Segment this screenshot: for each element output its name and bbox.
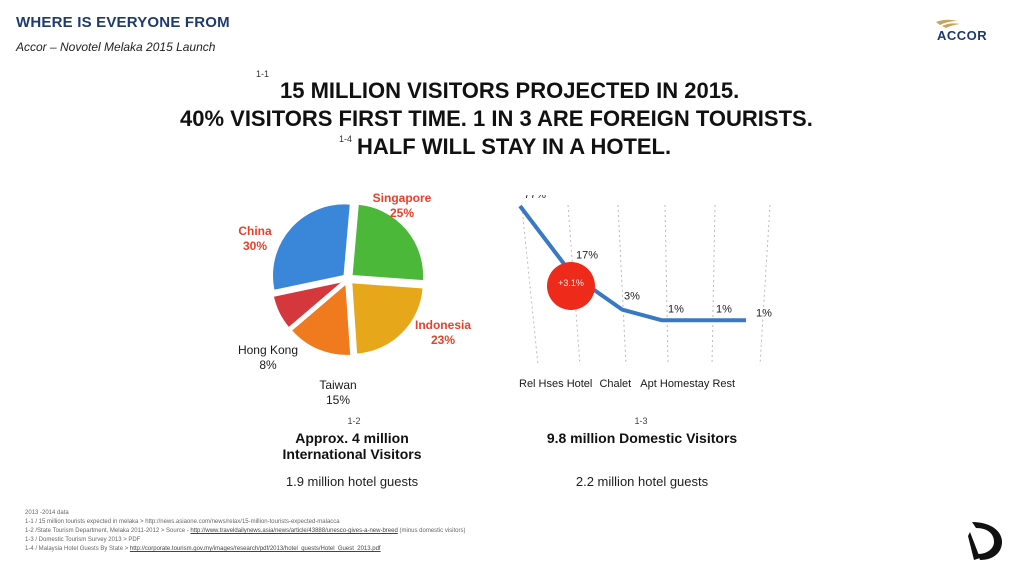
international-label-line-1: Approx. 4 million (295, 430, 409, 446)
pie-slice-indonesia (350, 281, 425, 356)
domestic-ref: 1-3 (634, 416, 648, 426)
pie-label-taiwan-value: 15% (325, 393, 351, 407)
domestic-hotel-guests: 2.2 million hotel guests (575, 474, 709, 489)
page-title: WHERE IS EVERYONE FROM (16, 14, 230, 31)
pie-label-singapore-name: Singapore (372, 191, 432, 205)
pie-label-china: China 30% (232, 224, 278, 254)
international-label: Approx. 4 million International Visitors (262, 430, 442, 462)
international-hotel-guests: 1.9 million hotel guests (285, 474, 419, 489)
headline-ref-1: 1-1 (256, 69, 270, 79)
line-guide-3 (664, 204, 669, 366)
x-label-hotel: Hotel (566, 378, 593, 390)
pie-label-singapore: Singapore 25% (368, 191, 436, 221)
x-label-rest: Rest (712, 378, 736, 390)
line-value-label-3: 1% (668, 303, 684, 315)
footnote-4-link[interactable]: http://corporate.tourism.gov.my/images/r… (129, 546, 381, 552)
pie-slice-china (271, 202, 352, 292)
line-guide-2 (617, 204, 627, 366)
footnote-2-source: 1-2 /State Tourism Department, Melaka 20… (25, 528, 191, 534)
footnote-2: 1-2 /State Tourism Department, Melaka 20… (25, 528, 466, 534)
growth-badge (547, 262, 595, 310)
headline-line-2: 40% VISITORS FIRST TIME. 1 IN 3 ARE FORE… (180, 106, 813, 131)
pie-label-indonesia-value: 23% (430, 333, 456, 347)
line-guide-0 (521, 206, 539, 366)
x-label-apt: Apt (640, 378, 657, 390)
pie-label-taiwan-name: Taiwan (319, 378, 357, 392)
footnote-2-note: (minus domestic visitors) (397, 528, 466, 534)
footnote-2-link[interactable]: http://www.traveldailynews.asia/news/art… (190, 528, 398, 534)
line-value-label-2: 3% (624, 291, 640, 303)
line-guide-5 (759, 204, 771, 366)
pie-label-china-name: China (238, 224, 272, 238)
brand-name: ACCOR (937, 28, 988, 43)
accor-logo-icon (936, 19, 960, 28)
footnote-4: 1-4 / Malaysia Hotel Guests By State > h… (25, 546, 381, 552)
headline-line-1: 15 MILLION VISITORS PROJECTED IN 2015. (280, 78, 740, 103)
pie-slice-hong-kong (272, 280, 344, 329)
d-logo-icon (968, 522, 1002, 560)
pie-label-hong-kong-value: 8% (259, 358, 277, 372)
line-value-label-0: 77% (524, 195, 546, 201)
pie-slice-singapore (350, 203, 425, 282)
line-value-label-5: 1% (756, 307, 772, 319)
pie-label-china-value: 30% (242, 239, 268, 253)
footnote-3: 1-3 / Domestic Tourism Survey 2013 > PDF (25, 537, 141, 543)
growth-badge-text: +3.1% (558, 278, 584, 288)
international-label-line-2: International Visitors (282, 446, 422, 462)
pie-label-indonesia: Indonesia 23% (410, 318, 476, 348)
domestic-label: 9.8 million Domestic Visitors (546, 430, 738, 446)
footnote-4-source: 1-4 / Malaysia Hotel Guests By State > (25, 546, 130, 552)
page-subtitle: Accor – Novotel Melaka 2015 Launch (16, 40, 216, 54)
pie-label-hong-kong: Hong Kong 8% (232, 343, 304, 373)
line-value-label-4: 1% (716, 303, 732, 315)
line-chart: 77% 17% 3% 1% 1% 1% (518, 195, 772, 366)
x-label-homestay: Homestay (659, 378, 710, 390)
x-label-chalet: Chalet (599, 378, 632, 390)
pie-chart (271, 202, 425, 357)
line-x-labels: Rel Hses Hotel Chalet Apt Homestay Rest (519, 378, 735, 390)
headline-ref-2: 1-4 (339, 134, 353, 144)
pie-label-hong-kong-name: Hong Kong (237, 343, 299, 357)
pie-slice-taiwan (290, 282, 352, 357)
footnote-0: 2013 -2014 data (25, 510, 69, 516)
x-label-rel-hses: Rel Hses (519, 378, 564, 390)
pie-label-singapore-value: 25% (389, 206, 415, 220)
pie-label-taiwan: Taiwan 15% (310, 378, 366, 408)
headline-line-3: HALF WILL STAY IN A HOTEL. (357, 134, 672, 159)
footnote-1: 1-1 / 15 million tourists expected in me… (25, 519, 340, 525)
line-guide-4 (711, 204, 716, 366)
international-ref: 1-2 (347, 416, 361, 426)
line-value-label-1: 17% (576, 249, 598, 261)
pie-label-indonesia-name: Indonesia (414, 318, 471, 332)
